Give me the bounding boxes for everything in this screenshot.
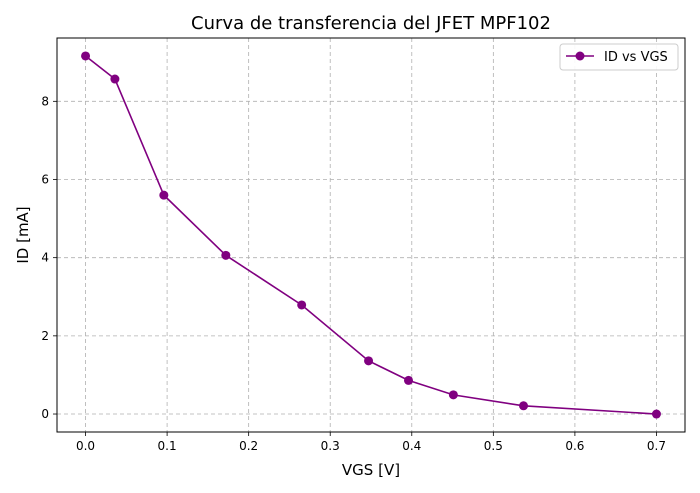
data-point: [81, 51, 91, 61]
x-axis-label: VGS [V]: [342, 461, 400, 479]
series-line: [85, 55, 657, 415]
data-point: [651, 409, 661, 419]
data-point: [221, 250, 231, 260]
y-tick-label: 6: [41, 172, 49, 186]
grid: [57, 38, 685, 432]
data-point: [110, 74, 120, 84]
data-point: [519, 401, 529, 411]
x-tick-label: 0.7: [647, 439, 666, 453]
y-tick-label: 8: [41, 94, 49, 108]
x-tick-label: 0.0: [76, 439, 95, 453]
legend-label: ID vs VGS: [604, 50, 668, 65]
chart-title: Curva de transferencia del JFET MPF102: [191, 13, 551, 34]
data-point: [448, 390, 458, 400]
data-point: [404, 375, 414, 385]
x-axis: 0.0 0.1 0.2 0.3 0.4 0.5 0.6 0.7: [76, 432, 666, 453]
x-tick-label: 0.6: [565, 439, 584, 453]
y-tick-label: 0: [41, 407, 49, 421]
data-point: [297, 300, 307, 310]
data-point: [159, 190, 169, 200]
legend-marker: [575, 51, 585, 61]
y-axis: 0 2 4 6 8: [41, 94, 57, 421]
y-tick-label: 4: [41, 251, 49, 265]
x-tick-label: 0.1: [158, 439, 177, 453]
y-axis-label: ID [mA]: [14, 206, 32, 263]
legend-box: [559, 43, 679, 71]
x-tick-label: 0.2: [239, 439, 258, 453]
series-layer: [81, 51, 661, 419]
y-tick-label: 2: [41, 329, 49, 343]
legend: ID vs VGS: [559, 43, 679, 71]
x-tick-label: 0.5: [484, 439, 503, 453]
data-point: [364, 356, 374, 366]
x-tick-label: 0.3: [321, 439, 340, 453]
x-tick-label: 0.4: [402, 439, 421, 453]
plot-frame: [56, 37, 686, 433]
